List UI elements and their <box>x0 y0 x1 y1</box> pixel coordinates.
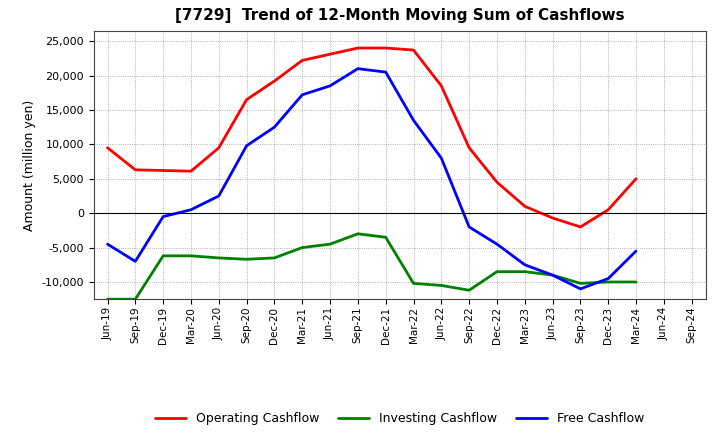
Operating Cashflow <box>242 97 251 102</box>
Investing Cashflow <box>409 281 418 286</box>
Operating Cashflow <box>215 145 223 150</box>
Line: Operating Cashflow: Operating Cashflow <box>107 48 636 227</box>
Free Cashflow <box>382 70 390 75</box>
Investing Cashflow <box>465 288 474 293</box>
Operating Cashflow <box>465 145 474 150</box>
Free Cashflow <box>186 207 195 213</box>
Operating Cashflow <box>131 167 140 172</box>
Operating Cashflow <box>298 58 307 63</box>
Investing Cashflow <box>521 269 529 274</box>
Free Cashflow <box>103 242 112 247</box>
Operating Cashflow <box>354 45 362 51</box>
Investing Cashflow <box>437 283 446 288</box>
Free Cashflow <box>242 143 251 148</box>
Investing Cashflow <box>604 279 613 285</box>
Operating Cashflow <box>409 48 418 53</box>
Free Cashflow <box>549 272 557 278</box>
Operating Cashflow <box>325 51 334 57</box>
Free Cashflow <box>131 259 140 264</box>
Free Cashflow <box>270 125 279 130</box>
Operating Cashflow <box>604 207 613 213</box>
Free Cashflow <box>215 193 223 198</box>
Line: Investing Cashflow: Investing Cashflow <box>107 234 636 299</box>
Free Cashflow <box>298 92 307 97</box>
Free Cashflow <box>437 155 446 161</box>
Free Cashflow <box>576 286 585 292</box>
Investing Cashflow <box>549 272 557 278</box>
Investing Cashflow <box>631 279 640 285</box>
Operating Cashflow <box>103 145 112 150</box>
Investing Cashflow <box>270 255 279 260</box>
Free Cashflow <box>159 214 168 219</box>
Free Cashflow <box>465 224 474 230</box>
Legend: Operating Cashflow, Investing Cashflow, Free Cashflow: Operating Cashflow, Investing Cashflow, … <box>150 407 649 430</box>
Investing Cashflow <box>159 253 168 258</box>
Free Cashflow <box>409 117 418 123</box>
Operating Cashflow <box>270 78 279 84</box>
Investing Cashflow <box>186 253 195 258</box>
Operating Cashflow <box>382 45 390 51</box>
Operating Cashflow <box>549 215 557 220</box>
Line: Free Cashflow: Free Cashflow <box>107 69 636 289</box>
Operating Cashflow <box>521 204 529 209</box>
Operating Cashflow <box>186 169 195 174</box>
Free Cashflow <box>631 249 640 254</box>
Free Cashflow <box>492 242 501 247</box>
Investing Cashflow <box>325 242 334 247</box>
Investing Cashflow <box>382 235 390 240</box>
Operating Cashflow <box>159 168 168 173</box>
Investing Cashflow <box>354 231 362 236</box>
Investing Cashflow <box>298 245 307 250</box>
Investing Cashflow <box>492 269 501 274</box>
Operating Cashflow <box>631 176 640 181</box>
Investing Cashflow <box>576 281 585 286</box>
Title: [7729]  Trend of 12-Month Moving Sum of Cashflows: [7729] Trend of 12-Month Moving Sum of C… <box>175 7 624 23</box>
Investing Cashflow <box>242 257 251 262</box>
Free Cashflow <box>325 83 334 88</box>
Investing Cashflow <box>215 255 223 260</box>
Investing Cashflow <box>103 297 112 302</box>
Y-axis label: Amount (million yen): Amount (million yen) <box>23 99 36 231</box>
Investing Cashflow <box>131 297 140 302</box>
Free Cashflow <box>354 66 362 71</box>
Operating Cashflow <box>576 224 585 230</box>
Operating Cashflow <box>437 83 446 88</box>
Free Cashflow <box>521 262 529 268</box>
Free Cashflow <box>604 276 613 281</box>
Operating Cashflow <box>492 180 501 185</box>
